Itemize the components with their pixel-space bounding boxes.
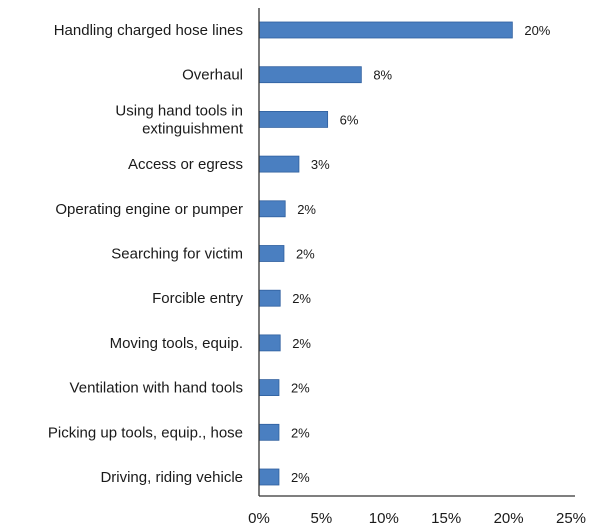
category-label: Overhaul: [182, 67, 243, 84]
category-label: Picking up tools, equip., hose: [48, 424, 243, 441]
bar: [258, 379, 280, 397]
value-label: 3%: [311, 157, 330, 172]
category-label: Moving tools, equip.: [110, 335, 243, 352]
bar: [258, 66, 362, 84]
value-label: 20%: [524, 23, 550, 38]
category-label-line: Picking up tools, equip., hose: [48, 424, 243, 441]
category-label-line: Searching for victim: [111, 246, 243, 263]
bar: [258, 111, 329, 128]
category-label: Using hand tools in extinguishment: [115, 102, 243, 137]
bar: [258, 21, 513, 39]
category-label-line: Overhaul: [182, 67, 243, 84]
category-label-line: Moving tools, equip.: [110, 335, 243, 352]
value-label: 2%: [296, 247, 315, 262]
x-tick-label: 25%: [556, 510, 586, 527]
bar: [258, 468, 280, 486]
category-label: Access or egress: [128, 156, 243, 173]
value-label: 8%: [373, 68, 392, 83]
bar: [258, 289, 281, 307]
value-labels: 20% 8% 6% 3% 2% 2% 2% 2% 2% 2% 2%: [291, 23, 551, 485]
x-tick-label: 15%: [431, 510, 461, 527]
x-tick-labels: 0% 5% 10% 15% 20% 25%: [248, 510, 586, 527]
category-label-line: Forcible entry: [152, 290, 243, 307]
category-label-line: Operating engine or pumper: [55, 201, 243, 218]
category-label-line: Handling charged hose lines: [54, 22, 243, 39]
category-label-line: Ventilation with hand tools: [70, 380, 243, 397]
category-label-line: Driving, riding vehicle: [100, 469, 243, 486]
category-label: Forcible entry: [152, 290, 243, 307]
category-label: Ventilation with hand tools: [70, 380, 243, 397]
x-tick-label: 20%: [494, 510, 524, 527]
value-label: 2%: [291, 381, 310, 396]
category-label-line: Using hand tools in: [115, 102, 243, 119]
category-label-line: extinguishment: [142, 120, 244, 137]
value-label: 6%: [340, 112, 359, 127]
value-label: 2%: [291, 425, 310, 440]
bar: [258, 155, 300, 173]
value-label: 2%: [292, 336, 311, 351]
bar: [258, 423, 280, 441]
category-label: Searching for victim: [111, 246, 243, 263]
category-label: Handling charged hose lines: [54, 22, 243, 39]
bar: [258, 245, 285, 262]
category-label: Driving, riding vehicle: [100, 469, 243, 486]
value-label: 2%: [292, 291, 311, 306]
bar: [258, 200, 286, 218]
x-tick-label: 10%: [369, 510, 399, 527]
bar: [258, 334, 281, 352]
category-label: Operating engine or pumper: [55, 201, 243, 218]
category-labels: Handling charged hose lines Overhaul Using…: [48, 22, 244, 486]
x-tick-label: 0%: [248, 510, 270, 527]
value-label: 2%: [297, 202, 316, 217]
category-label-line: Access or egress: [128, 156, 243, 173]
x-tick-label: 5%: [311, 510, 333, 527]
value-label: 2%: [291, 470, 310, 485]
